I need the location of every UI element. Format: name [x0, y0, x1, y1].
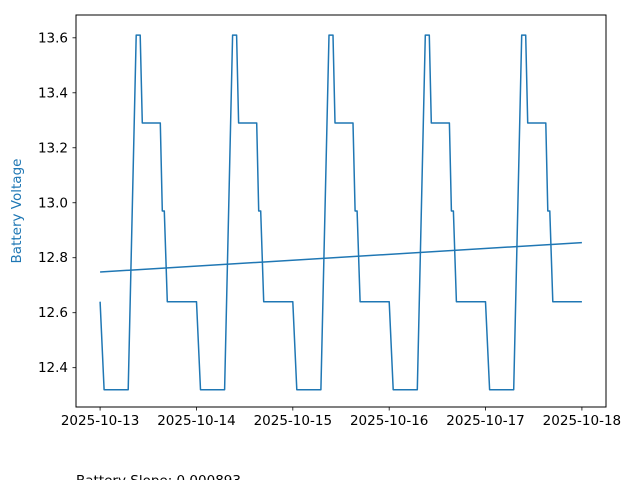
x-tick-label: 2025-10-18 [543, 413, 621, 429]
y-tick-label: 13.2 [38, 140, 68, 156]
y-tick-label: 13.6 [38, 30, 68, 46]
y-tick-label: 12.8 [38, 250, 68, 266]
y-tick-label: 13.4 [38, 85, 68, 101]
battery-voltage-line [99, 34, 582, 391]
x-tick-label: 2025-10-14 [157, 413, 235, 429]
y-tick-label: 13.0 [38, 195, 68, 211]
footer-stats: Battery Slope: 0.000893 Battery Min: 12.… [76, 434, 358, 480]
y-axis-label: Battery Voltage [9, 158, 25, 264]
trend-line [100, 241, 582, 273]
y-tick-label: 12.4 [38, 360, 68, 376]
battery-slope-text: Battery Slope: 0.000893 [76, 472, 358, 480]
x-tick-label: 2025-10-17 [446, 413, 524, 429]
x-tick-label: 2025-10-16 [350, 413, 428, 429]
y-tick-label: 12.6 [38, 305, 68, 321]
plot-area-border [75, 14, 607, 408]
x-tick-label: 2025-10-13 [61, 413, 139, 429]
x-tick-label: 2025-10-15 [254, 413, 332, 429]
